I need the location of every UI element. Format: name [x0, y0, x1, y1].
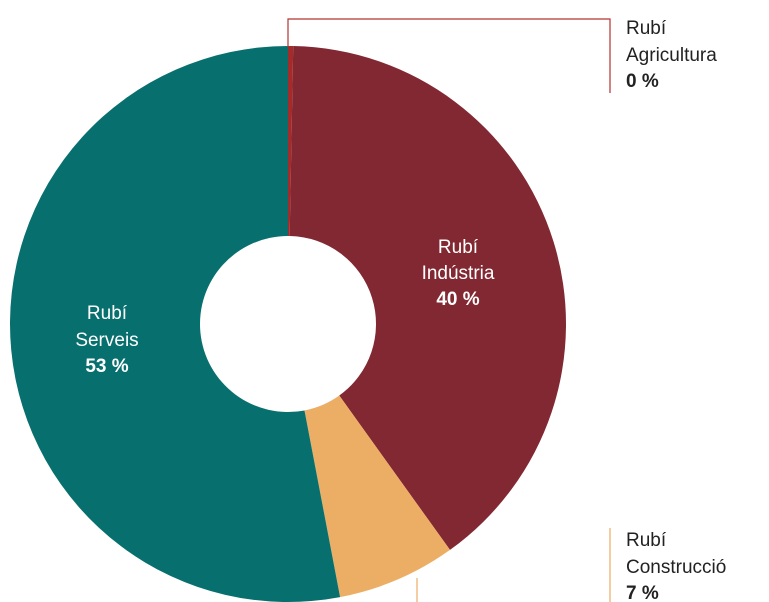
slice-label-agricultura-line2: Agricultura: [626, 45, 717, 66]
slice-value-industria: 40 %: [436, 289, 479, 310]
leader-line-agricultura: [287, 18, 611, 93]
slice-label-industria-line2: Indústria: [422, 263, 495, 284]
donut-slice-agricultura: [288, 46, 294, 237]
slice-label-industria-line1: Rubí: [438, 237, 479, 258]
slice-value-serveis: 53 %: [85, 356, 128, 377]
donut-slices: [10, 46, 567, 602]
slice-label-serveis-line2: Serveis: [75, 330, 138, 351]
slice-label-serveis-line1: Rubí: [87, 303, 128, 324]
slice-label-construccio-line2: Construcció: [626, 557, 726, 578]
donut-slice-serveis: [10, 46, 341, 602]
donut-slice-construccio: [304, 395, 450, 598]
slice-value-construccio: 7 %: [626, 583, 659, 602]
donut-slice-industria: [289, 46, 567, 550]
slice-label-agricultura-line1: Rubí: [626, 18, 667, 39]
slice-value-agricultura: 0 %: [626, 71, 659, 92]
slice-label-construccio-line1: Rubí: [626, 530, 667, 551]
